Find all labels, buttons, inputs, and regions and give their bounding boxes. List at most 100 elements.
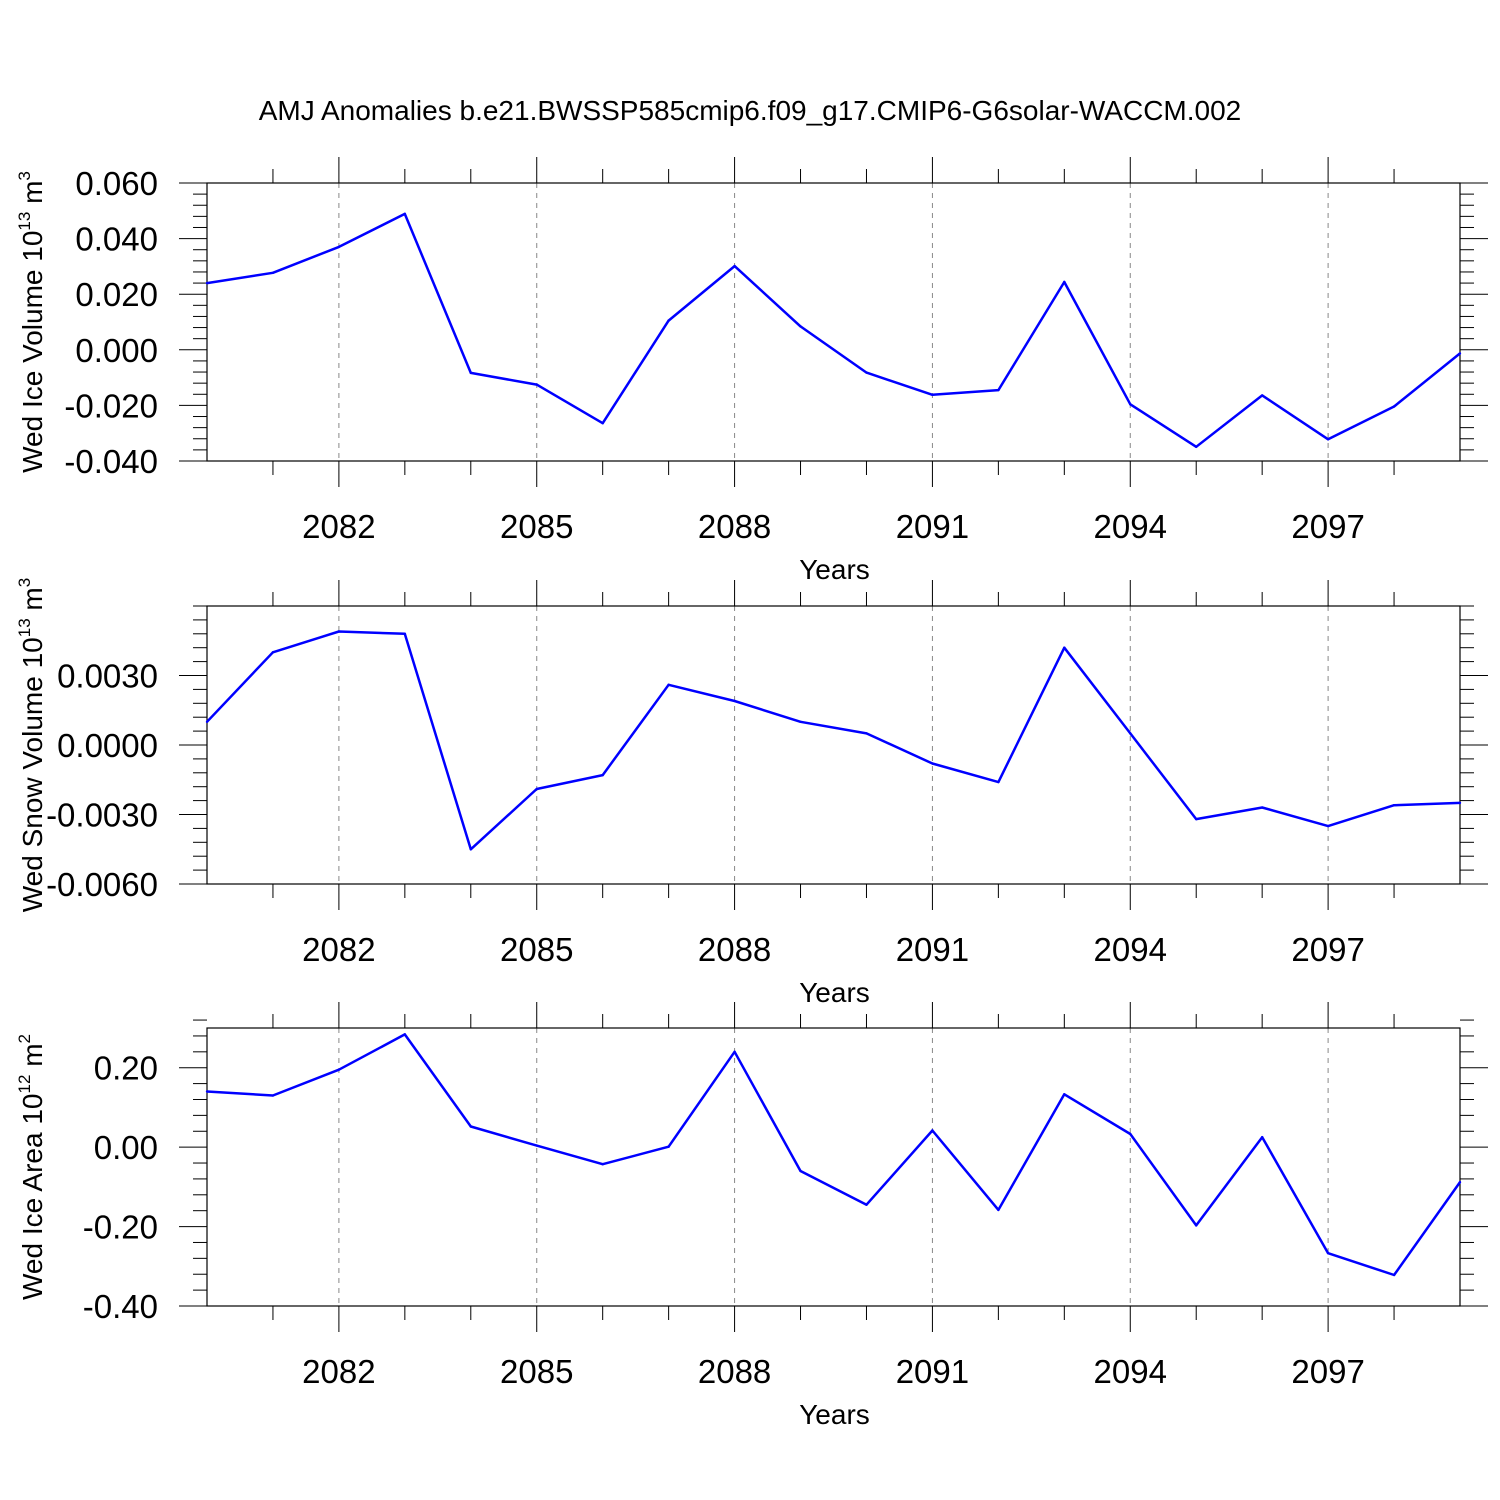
data-point — [1392, 405, 1396, 408]
chart-panel-3: 0.20 0.00 -0.20 -0.40 2082 2085 2088 2091 2094 20… — [15, 1002, 1488, 1430]
plot-frame — [206, 1027, 1461, 1307]
y-tick-label: -0.020 — [64, 387, 158, 424]
x-tick-label: 2085 — [500, 931, 573, 968]
data-point — [1260, 394, 1264, 397]
x-tick-label: 2082 — [302, 1353, 375, 1390]
data-point — [931, 762, 934, 765]
x-tick-label: 2082 — [302, 931, 375, 968]
y-axis-label-sup2: 2 — [15, 1034, 34, 1043]
data-point — [931, 1129, 934, 1132]
data-point — [1063, 646, 1066, 649]
data-point — [997, 388, 1000, 392]
x-tick-label: 2085 — [500, 508, 573, 545]
data-point — [535, 1144, 538, 1147]
x-tick-label: 2088 — [698, 508, 771, 545]
data-point — [403, 1033, 407, 1036]
data-point — [1326, 438, 1330, 441]
x-axis-label: Years — [799, 1399, 870, 1430]
data-point — [1063, 1093, 1066, 1096]
data-point — [931, 393, 934, 397]
plot-frame — [206, 182, 1461, 462]
data-point — [601, 421, 604, 425]
data-point — [733, 699, 736, 703]
data-point — [733, 1050, 736, 1054]
data-point — [1326, 1251, 1330, 1255]
series-line — [206, 1033, 1462, 1277]
data-point — [1195, 445, 1198, 449]
y-tick-label: -0.0060 — [46, 866, 158, 903]
y-axis-label-sup1: 12 — [15, 1075, 34, 1094]
y-tick-label: 0.00 — [94, 1129, 158, 1166]
x-tick-label: 2082 — [302, 508, 375, 545]
data-point — [337, 1068, 341, 1071]
series-line — [206, 212, 1461, 449]
y-axis-label-unit: m — [17, 181, 48, 212]
data-point — [469, 371, 472, 375]
y-axis-label-sup1: 13 — [15, 618, 34, 637]
data-point — [1063, 280, 1066, 284]
x-tick-label: 2091 — [896, 508, 969, 545]
data-point — [1326, 824, 1330, 828]
y-axis-label-unit: m — [17, 1043, 48, 1074]
y-tick-label: -0.0030 — [46, 797, 158, 834]
x-tick-label: 2094 — [1094, 508, 1167, 545]
x-tick-label: 2097 — [1291, 1353, 1364, 1390]
data-point — [535, 383, 538, 386]
data-point — [271, 271, 275, 274]
data-point — [601, 773, 604, 777]
y-axis-label-text: Wed Ice Volume 10 — [17, 231, 48, 473]
data-point — [667, 319, 670, 322]
data-point — [1458, 352, 1462, 355]
y-tick-label: -0.040 — [64, 443, 158, 480]
y-axis-label: Wed Ice Area 1012 m2 — [15, 1034, 48, 1300]
y-tick-label: 0.0030 — [57, 658, 158, 695]
x-tick-label: 2088 — [698, 931, 771, 968]
data-point — [271, 1094, 275, 1097]
data-point — [667, 1145, 670, 1148]
data-point — [733, 264, 736, 268]
data-point — [799, 325, 802, 328]
data-point — [601, 1163, 604, 1166]
data-point — [1392, 804, 1396, 807]
data-point — [865, 371, 868, 374]
data-point — [1260, 806, 1264, 809]
y-tick-label: -0.40 — [83, 1288, 158, 1325]
data-point — [1458, 801, 1462, 805]
data-point — [271, 651, 275, 654]
x-tick-label: 2097 — [1291, 508, 1364, 545]
data-point — [1129, 732, 1132, 735]
x-tick-label: 2088 — [698, 1353, 771, 1390]
data-point — [1392, 1273, 1396, 1277]
data-point — [997, 1208, 1000, 1212]
y-axis-label-unit: m — [17, 587, 48, 618]
y-axis-label-sup2: 3 — [15, 578, 34, 587]
data-point — [1458, 1180, 1462, 1184]
data-point — [1195, 1224, 1198, 1227]
x-axis-label: Years — [799, 554, 870, 585]
data-point — [1195, 817, 1198, 821]
x-tick-label: 2091 — [896, 1353, 969, 1390]
data-point — [205, 281, 209, 285]
data-point — [469, 1125, 472, 1128]
data-point — [865, 732, 868, 735]
data-point — [535, 787, 538, 791]
y-axis-label-text: Wed Snow Volume 10 — [17, 637, 48, 912]
chart-panel-1: 0.060 0.040 0.020 0.000 -0.020 -0.040 2082 2085… — [15, 157, 1488, 585]
x-axis-label: Years — [799, 977, 870, 1008]
data-point — [337, 245, 341, 249]
y-axis-label: Wed Ice Volume 1013 m3 — [15, 171, 48, 473]
y-tick-label: 0.20 — [94, 1050, 158, 1087]
plot-frame — [206, 605, 1461, 885]
x-tick-label: 2097 — [1291, 931, 1364, 968]
data-point — [469, 848, 472, 851]
x-tick-label: 2094 — [1094, 931, 1167, 968]
data-point — [403, 632, 407, 635]
y-axis-label-text: Wed Ice Area 10 — [17, 1094, 48, 1301]
data-point — [667, 683, 670, 686]
data-point — [799, 720, 802, 724]
data-point — [799, 1169, 802, 1173]
y-tick-label: 0.000 — [75, 332, 158, 369]
data-point — [205, 1090, 209, 1093]
y-tick-label: 0.020 — [75, 276, 158, 313]
